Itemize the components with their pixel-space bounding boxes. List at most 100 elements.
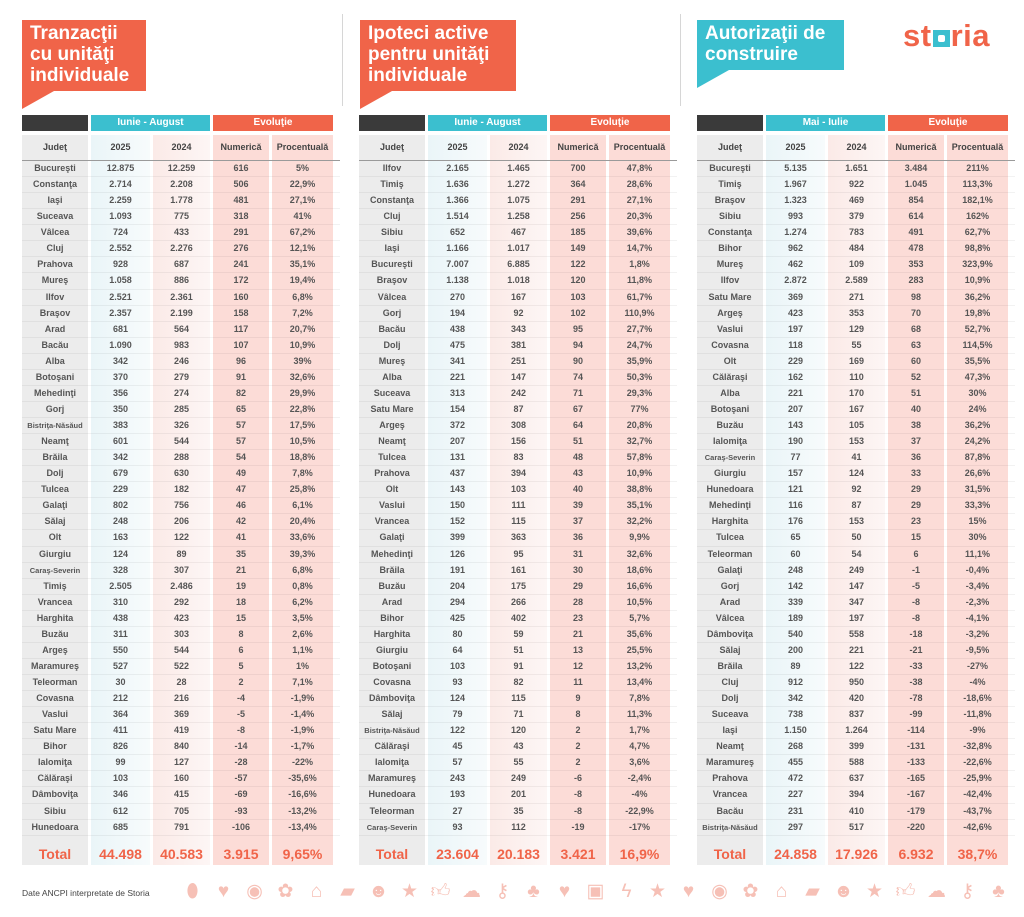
change-percent-cell: 28,6% <box>626 179 653 190</box>
county-cell: Bihor <box>380 612 404 623</box>
value-2025-cell: 2.552 <box>109 243 132 254</box>
column-bg <box>490 135 547 865</box>
change-percent-cell: 11,8% <box>626 275 653 286</box>
change-numeric-cell: 65 <box>235 403 246 414</box>
change-numeric-cell: 11 <box>573 677 583 687</box>
change-percent-cell: 7,1% <box>292 677 313 687</box>
value-2025-cell: 369 <box>787 291 804 302</box>
table-row: Ilfov 2.872 2.589 283 10,9% <box>697 273 1015 290</box>
county-cell: Bacău <box>716 805 744 816</box>
column-header-change-percent: Procentuală <box>276 142 329 152</box>
value-2024-cell: 756 <box>173 500 190 511</box>
change-percent-cell: 1% <box>295 660 309 671</box>
change-percent-cell: 6,8% <box>292 564 313 575</box>
value-2025-cell: 310 <box>112 596 129 607</box>
value-2025-cell: 685 <box>112 821 129 832</box>
county-cell: Vrancea <box>374 516 410 527</box>
value-2024-cell: 705 <box>173 805 190 816</box>
change-percent-cell: 47,3% <box>964 371 991 382</box>
change-numeric-cell: 283 <box>908 275 924 286</box>
county-cell: Covasna <box>711 339 749 350</box>
change-numeric-cell: 29 <box>572 580 583 591</box>
value-2024-cell: 266 <box>510 596 527 607</box>
change-numeric-cell: -5 <box>911 580 920 591</box>
change-percent-cell: 3,6% <box>629 757 650 768</box>
table-row: Gorj 350 285 65 22,8% <box>22 402 340 418</box>
table-row: Argeş 372 308 64 20,8% <box>359 418 677 435</box>
change-percent-cell: 20,4% <box>289 516 316 527</box>
change-percent-cell: 29,3% <box>626 387 653 398</box>
value-2024-cell: 91 <box>513 660 524 671</box>
value-2025-cell: 425 <box>449 612 466 623</box>
table-row: Covasna 212 216 -4 -1,9% <box>22 691 340 708</box>
change-numeric-cell: 40 <box>572 484 583 495</box>
change-numeric-cell: -8 <box>236 725 245 736</box>
change-percent-cell: 32,2% <box>626 516 653 527</box>
table-row: Bacău 1.090 983 107 10,9% <box>22 338 340 354</box>
table-row: Neamţ 268 399 -131 -32,8% <box>697 739 1015 756</box>
change-percent-cell: 114,5% <box>962 339 993 350</box>
change-numeric-cell: -1 <box>911 564 920 575</box>
table-row: Prahova 928 687 241 35,1% <box>22 257 340 274</box>
change-numeric-cell: 64 <box>572 420 583 430</box>
value-2025-cell: 89 <box>790 660 801 671</box>
value-2025-cell: 383 <box>112 420 129 430</box>
change-numeric-cell: 8 <box>575 709 581 720</box>
value-2025-cell: 364 <box>112 709 129 720</box>
change-percent-cell: 35,6% <box>626 628 653 639</box>
change-percent-cell: 12,1% <box>289 243 316 254</box>
value-2024-cell: 271 <box>848 291 865 302</box>
table-row: Cluj 912 950 -38 -4% <box>697 675 1015 692</box>
table-row: Sibiu 652 467 185 39,6% <box>359 225 677 242</box>
value-2024-cell: 517 <box>848 821 865 832</box>
county-cell: Suceava <box>373 387 411 398</box>
table-row: Covasna 93 82 11 13,4% <box>359 675 677 692</box>
value-2025-cell: 30 <box>115 677 126 687</box>
table-row: Buzău 311 303 8 2,6% <box>22 627 340 643</box>
change-percent-cell: 18,6% <box>626 564 653 575</box>
change-numeric-cell: 48 <box>572 452 583 463</box>
county-cell: Constanţa <box>32 179 77 190</box>
table-row: Vaslui 197 129 68 52,7% <box>697 322 1015 338</box>
table-row: Vâlcea 724 433 291 67,2% <box>22 225 340 242</box>
change-numeric-cell: -179 <box>906 805 925 816</box>
change-percent-cell: 10,9% <box>626 468 653 479</box>
change-percent-cell: -4% <box>631 789 648 800</box>
change-numeric-cell: 158 <box>233 307 249 318</box>
table-row: Satu Mare 154 87 67 77% <box>359 402 677 418</box>
change-percent-cell: 13,4% <box>626 677 653 687</box>
change-percent-cell: 36,2% <box>964 420 991 430</box>
change-numeric-cell: 256 <box>570 211 586 222</box>
county-cell: Teleorman <box>707 548 753 559</box>
value-2024-cell: 292 <box>173 596 190 607</box>
value-2024-cell: 791 <box>173 821 190 832</box>
county-cell: Călăraşi <box>712 371 748 382</box>
value-2024-cell: 484 <box>848 243 865 254</box>
column-bg <box>828 135 885 865</box>
county-cell: Vaslui <box>716 323 743 334</box>
change-numeric-cell: -18 <box>909 628 923 639</box>
value-2025-cell: 122 <box>449 725 466 736</box>
change-percent-cell: 27,7% <box>626 323 653 334</box>
value-2024-cell: 82 <box>513 677 524 687</box>
title-tranzactii: Tranzacţii cu unităţi individuale <box>22 20 146 109</box>
column-header-county: Judeţ <box>717 142 742 152</box>
table-row: Neamţ 207 156 51 32,7% <box>359 434 677 451</box>
change-percent-cell: 6,1% <box>292 500 313 511</box>
table-row: Bacău 231 410 -179 -43,7% <box>697 804 1015 820</box>
value-2025-cell: 802 <box>112 500 129 511</box>
county-cell: Tulcea <box>378 452 406 463</box>
change-numeric-cell: 3.484 <box>904 163 928 173</box>
change-numeric-cell: 42 <box>235 516 246 527</box>
change-percent-cell: 1,7% <box>629 725 650 736</box>
change-percent-cell: 27,1% <box>289 195 316 206</box>
county-cell: Ialomiţa <box>37 757 72 768</box>
county-cell: Vrancea <box>37 596 73 607</box>
table-row: Mureş 462 109 353 323,9% <box>697 257 1015 274</box>
value-2025-cell: 131 <box>449 452 466 463</box>
table-row: Mehedinţi 126 95 31 32,6% <box>359 547 677 563</box>
change-percent-cell: 20,8% <box>626 420 653 430</box>
table-row: Bacău 438 343 95 27,7% <box>359 322 677 338</box>
column-bg <box>550 135 606 865</box>
value-2024-cell: 41 <box>851 452 862 463</box>
